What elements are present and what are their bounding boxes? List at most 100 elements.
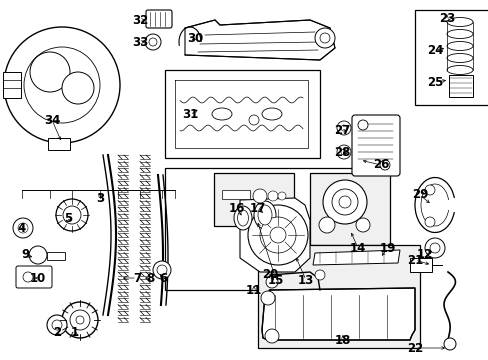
Bar — [258, 245, 419, 348]
Circle shape — [314, 28, 334, 48]
Circle shape — [29, 246, 47, 264]
Circle shape — [261, 291, 274, 305]
Text: 19: 19 — [379, 242, 395, 255]
FancyBboxPatch shape — [16, 266, 52, 288]
Bar — [48, 138, 70, 150]
Circle shape — [323, 180, 366, 224]
Text: 12: 12 — [416, 248, 432, 261]
Text: 3: 3 — [96, 192, 104, 204]
Circle shape — [18, 223, 28, 233]
Circle shape — [62, 72, 94, 104]
Text: 20: 20 — [262, 269, 278, 282]
Circle shape — [145, 34, 161, 50]
Circle shape — [23, 272, 33, 282]
Bar — [414, 10, 488, 105]
Text: 2: 2 — [53, 327, 61, 339]
Circle shape — [424, 185, 434, 195]
Text: 26: 26 — [372, 158, 388, 171]
Circle shape — [314, 270, 325, 280]
Text: 16: 16 — [228, 202, 244, 215]
Polygon shape — [184, 20, 334, 60]
Bar — [3, 72, 21, 98]
Text: 34: 34 — [44, 113, 60, 126]
Circle shape — [63, 206, 81, 224]
Circle shape — [157, 265, 167, 275]
Bar — [448, 75, 472, 97]
Circle shape — [52, 320, 62, 330]
Ellipse shape — [258, 205, 271, 225]
Circle shape — [264, 329, 279, 343]
Text: 1: 1 — [71, 327, 79, 339]
Circle shape — [355, 218, 369, 232]
Bar — [164, 168, 384, 290]
Circle shape — [340, 125, 346, 131]
Text: 11: 11 — [245, 284, 262, 297]
Circle shape — [424, 217, 434, 227]
Text: 32: 32 — [132, 13, 148, 27]
Text: 4: 4 — [18, 221, 26, 234]
Text: 17: 17 — [249, 202, 265, 215]
Circle shape — [76, 316, 84, 324]
Circle shape — [62, 302, 98, 338]
Bar — [222, 190, 249, 199]
Text: 22: 22 — [406, 342, 422, 355]
Text: 33: 33 — [132, 36, 148, 49]
Text: 14: 14 — [349, 242, 366, 255]
Text: 13: 13 — [297, 274, 313, 287]
Ellipse shape — [253, 201, 275, 229]
Circle shape — [70, 310, 90, 330]
Text: 30: 30 — [186, 31, 203, 45]
FancyBboxPatch shape — [351, 115, 399, 176]
Bar — [47, 252, 65, 260]
Text: 8: 8 — [145, 271, 154, 284]
Text: 7: 7 — [133, 271, 141, 284]
Text: 27: 27 — [333, 125, 349, 138]
Text: 6: 6 — [159, 271, 167, 284]
Circle shape — [424, 238, 444, 258]
Bar — [164, 70, 319, 158]
Ellipse shape — [446, 66, 472, 75]
Polygon shape — [312, 250, 399, 265]
Text: 24: 24 — [426, 44, 442, 57]
Text: 21: 21 — [406, 253, 422, 266]
Circle shape — [260, 217, 295, 253]
Circle shape — [318, 217, 334, 233]
Circle shape — [265, 276, 278, 288]
Text: 15: 15 — [267, 274, 284, 287]
Circle shape — [429, 243, 439, 253]
Circle shape — [319, 33, 329, 43]
Circle shape — [153, 261, 171, 279]
Text: 18: 18 — [334, 333, 350, 346]
Text: 25: 25 — [426, 76, 442, 89]
Text: 31: 31 — [182, 108, 198, 122]
Circle shape — [278, 192, 285, 200]
Circle shape — [336, 121, 350, 135]
Text: 5: 5 — [64, 211, 72, 225]
Text: 23: 23 — [438, 12, 454, 24]
Text: 10: 10 — [30, 271, 46, 284]
Circle shape — [30, 52, 70, 92]
Circle shape — [248, 115, 259, 125]
Bar — [214, 173, 293, 226]
Circle shape — [340, 149, 346, 155]
Ellipse shape — [237, 210, 248, 226]
Ellipse shape — [212, 108, 231, 120]
Ellipse shape — [234, 206, 251, 230]
Bar — [309, 173, 389, 245]
Circle shape — [269, 227, 285, 243]
Circle shape — [149, 38, 157, 46]
Text: 28: 28 — [333, 147, 349, 159]
Circle shape — [4, 27, 120, 143]
Ellipse shape — [446, 54, 472, 63]
Circle shape — [443, 338, 455, 350]
Circle shape — [13, 218, 33, 238]
Ellipse shape — [262, 108, 282, 120]
Text: 9: 9 — [22, 248, 30, 261]
Ellipse shape — [446, 41, 472, 50]
Polygon shape — [240, 198, 309, 272]
Ellipse shape — [446, 18, 472, 27]
Circle shape — [47, 315, 67, 335]
Ellipse shape — [446, 30, 472, 39]
Circle shape — [267, 191, 278, 201]
Text: 29: 29 — [411, 189, 427, 202]
